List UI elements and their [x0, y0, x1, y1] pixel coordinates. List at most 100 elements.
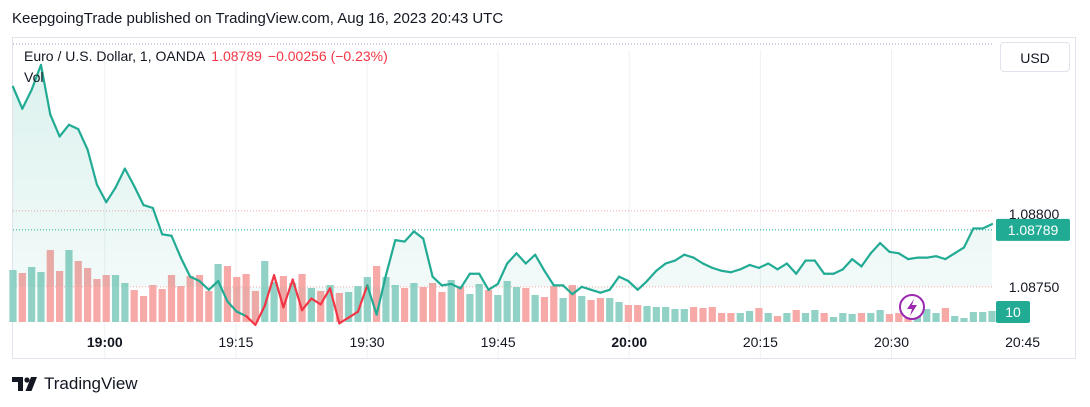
- volume-bar: [923, 309, 931, 322]
- volume-bar: [400, 288, 409, 322]
- lightning-bolt: [907, 299, 917, 316]
- price-line-segment: [114, 167, 126, 189]
- price-line-segment: [310, 297, 322, 306]
- price-line-segment: [487, 282, 499, 291]
- volume-bar: [606, 298, 614, 322]
- price-line-segment: [813, 259, 826, 275]
- volume-bar: [214, 264, 222, 322]
- volume-bar: [615, 302, 623, 322]
- volume-bar: [326, 285, 334, 322]
- volume-bar: [811, 310, 819, 322]
- price-line-segment: [207, 279, 220, 291]
- volume-bar: [512, 287, 521, 322]
- price-line-segment: [161, 233, 173, 237]
- volume-bar: [139, 296, 148, 322]
- price-line-segment: [422, 237, 434, 278]
- price-line-segment: [21, 88, 33, 110]
- price-line-segment: [720, 269, 733, 274]
- volume-tag-label: 10: [1005, 304, 1021, 320]
- price-line-segment: [767, 262, 779, 271]
- publish-info: KeepgoingTrade published on TradingView.…: [12, 10, 504, 27]
- volume-bar: [121, 283, 129, 322]
- volume-tag: [996, 301, 1030, 323]
- volume-bar: [792, 310, 800, 322]
- price-line-segment: [77, 128, 89, 151]
- volume-bar: [745, 311, 754, 322]
- volume-bar: [773, 316, 782, 322]
- price-line-segment: [692, 256, 705, 265]
- price-line-segment: [562, 284, 574, 296]
- volume-bar: [755, 308, 763, 322]
- price-line-segment: [58, 123, 71, 138]
- x-tick-label: 19:45: [481, 334, 516, 350]
- x-tick-label: 20:30: [874, 334, 909, 350]
- volume-bar: [690, 307, 698, 322]
- volume-bar: [18, 273, 26, 322]
- x-tick-label: 20:15: [743, 334, 778, 350]
- price-line-segment: [617, 275, 630, 283]
- price-line-segment: [366, 284, 378, 316]
- price-line-segment: [198, 279, 210, 291]
- price-line-segment: [599, 288, 611, 294]
- price-line-segment: [888, 250, 900, 255]
- volume-bar: [195, 275, 204, 322]
- price-line-segment: [571, 285, 583, 296]
- price-line-segment: [645, 269, 658, 283]
- volume-bar: [867, 313, 875, 322]
- volume-bar: [317, 291, 325, 322]
- volume-bar: [596, 298, 605, 322]
- price-line-segment: [86, 148, 99, 186]
- price-line-segment: [739, 263, 751, 271]
- volume-bar: [969, 312, 977, 322]
- price-line-segment: [934, 255, 947, 261]
- price-line-segment: [170, 234, 182, 259]
- volume-bar: [177, 286, 185, 322]
- volume-bar: [895, 313, 903, 322]
- price-line-segment: [785, 262, 798, 275]
- volume-bar: [857, 313, 866, 322]
- price-line-segment: [944, 252, 956, 261]
- price-line-segment: [403, 230, 416, 243]
- volume-bar: [941, 308, 949, 322]
- volume-bar: [466, 294, 474, 322]
- price-line-segment: [851, 258, 863, 268]
- price-line-segment: [30, 63, 43, 91]
- currency-button[interactable]: USD: [1000, 42, 1070, 72]
- price-line-segment: [711, 266, 723, 272]
- volume-bar: [419, 287, 427, 322]
- volume-bar: [158, 289, 166, 322]
- volume-bar: [839, 313, 847, 322]
- price-line-segment: [133, 185, 145, 207]
- price-line-segment: [151, 206, 164, 236]
- x-tick-label: 20:45: [1005, 334, 1040, 350]
- volume-bar: [456, 286, 465, 322]
- price-line-segment: [869, 241, 882, 255]
- price-line-segment: [394, 239, 406, 243]
- volume-bar: [736, 313, 744, 322]
- price-line-segment: [375, 274, 388, 316]
- last-price-tag: [996, 218, 1070, 241]
- price-line-segment: [524, 253, 537, 265]
- volume-bar: [829, 317, 838, 322]
- price-line-segment: [291, 278, 304, 312]
- price-line-segment: [795, 259, 807, 275]
- symbol-label: Euro / U.S. Dollar, 1, OANDA: [24, 48, 206, 64]
- price-line-segment: [496, 262, 509, 286]
- price-line-segment: [962, 227, 975, 249]
- x-tick-label: 19:15: [218, 334, 253, 350]
- price-line-segment: [49, 113, 61, 138]
- price-change: −0.00256 (−0.23%): [267, 48, 388, 64]
- volume-bar: [578, 296, 586, 322]
- volume-bar: [205, 291, 213, 322]
- volume-bar: [111, 275, 120, 322]
- price-line-segment: [860, 252, 872, 268]
- footer-brand: TradingView: [44, 374, 138, 393]
- price-line-segment: [356, 284, 369, 313]
- price-line-segment: [105, 186, 117, 204]
- volume-bar: [699, 308, 707, 322]
- price-line-segment: [123, 167, 136, 188]
- price-line-segment: [412, 230, 425, 240]
- price-line-segment: [338, 316, 350, 325]
- footer-logo[interactable]: TradingView: [12, 374, 138, 394]
